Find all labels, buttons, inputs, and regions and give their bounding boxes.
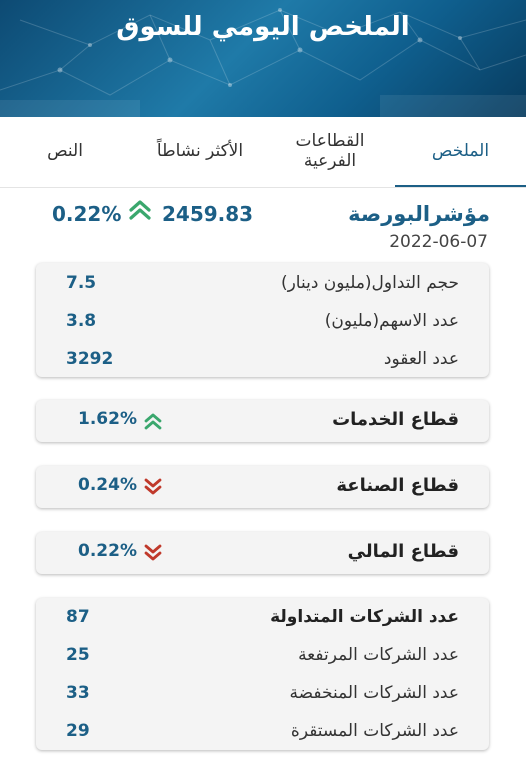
tabs-divider xyxy=(0,187,526,188)
index-name: مؤشرالبورصة xyxy=(348,202,490,226)
sector-label: قطاع الخدمات xyxy=(332,409,459,430)
stat-value: 3.8 xyxy=(66,311,97,331)
stat-value: 29 xyxy=(66,721,90,741)
tab-text-label: النص xyxy=(47,141,83,162)
companies-stats-card: عدد الشركات المتداولة 87 عدد الشركات الم… xyxy=(36,598,489,750)
page-title: الملخص اليومي للسوق xyxy=(116,12,410,42)
stat-label: عدد الشركات المستقرة xyxy=(290,721,459,741)
stat-label: عدد الاسهم(مليون) xyxy=(324,311,459,331)
stat-label: عدد الشركات المنخفضة xyxy=(289,683,459,703)
stat-value: 33 xyxy=(66,683,90,703)
stat-row-rising-companies: عدد الشركات المرتفعة 25 xyxy=(36,638,489,676)
stat-value: 7.5 xyxy=(66,273,97,293)
sector-card-services[interactable]: قطاع الخدمات 1.62% xyxy=(36,400,489,442)
sector-card-industry[interactable]: قطاع الصناعة 0.24% xyxy=(36,466,489,508)
index-value: 2459.83 xyxy=(162,202,254,226)
index-change: 0.22% xyxy=(52,202,122,226)
sector-label: قطاع الصناعة xyxy=(336,475,459,496)
network-background-graphic xyxy=(0,8,526,117)
tab-text[interactable]: النص xyxy=(20,117,110,187)
stat-label: عدد العقود xyxy=(383,349,459,369)
tab-summary-label: الملخص xyxy=(431,141,490,162)
tab-most-active-label: الأكثر نشاطاً xyxy=(156,141,244,162)
tab-sub-sectors[interactable]: القطاعات الفرعية xyxy=(270,117,390,187)
stat-value: 3292 xyxy=(66,349,114,369)
tab-most-active[interactable]: الأكثر نشاطاً xyxy=(135,117,265,187)
tab-summary[interactable]: الملخص xyxy=(395,117,526,187)
stat-row-traded-companies: عدد الشركات المتداولة 87 xyxy=(36,600,489,638)
stat-row-trading-value: حجم التداول(مليون دينار) 7.5 xyxy=(36,266,489,304)
stat-row-shares: عدد الاسهم(مليون) 3.8 xyxy=(36,304,489,342)
stat-row-falling-companies: عدد الشركات المنخفضة 33 xyxy=(36,676,489,714)
stat-label: عدد الشركات المرتفعة xyxy=(298,645,459,665)
stat-row-contracts: عدد العقود 3292 xyxy=(36,342,489,380)
trading-stats-card: حجم التداول(مليون دينار) 7.5 عدد الاسهم(… xyxy=(36,263,489,377)
double-chevron-up-icon xyxy=(144,413,162,430)
index-date: 2022-06-07 xyxy=(389,232,488,252)
stat-label: حجم التداول(مليون دينار) xyxy=(280,273,459,293)
sector-change: 1.62% xyxy=(78,409,137,429)
tab-sub-sectors-line1: القطاعات xyxy=(295,131,365,152)
tab-sub-sectors-line2: الفرعية xyxy=(303,151,357,171)
active-tab-indicator xyxy=(395,185,526,187)
double-chevron-down-icon xyxy=(144,544,162,561)
header-banner: الملخص اليومي للسوق xyxy=(0,0,526,117)
stat-label: عدد الشركات المتداولة xyxy=(270,607,459,627)
stat-row-stable-companies: عدد الشركات المستقرة 29 xyxy=(36,714,489,752)
stat-value: 25 xyxy=(66,645,90,665)
sector-change: 0.22% xyxy=(78,541,137,561)
tab-bar: الملخص القطاعات الفرعية الأكثر نشاطاً ال… xyxy=(0,117,526,189)
sector-change: 0.24% xyxy=(78,475,137,495)
sector-label: قطاع المالي xyxy=(347,541,459,562)
sector-card-financial[interactable]: قطاع المالي 0.22% xyxy=(36,532,489,574)
double-chevron-down-icon xyxy=(144,478,162,495)
double-chevron-up-icon xyxy=(129,200,151,220)
stat-value: 87 xyxy=(66,607,90,627)
